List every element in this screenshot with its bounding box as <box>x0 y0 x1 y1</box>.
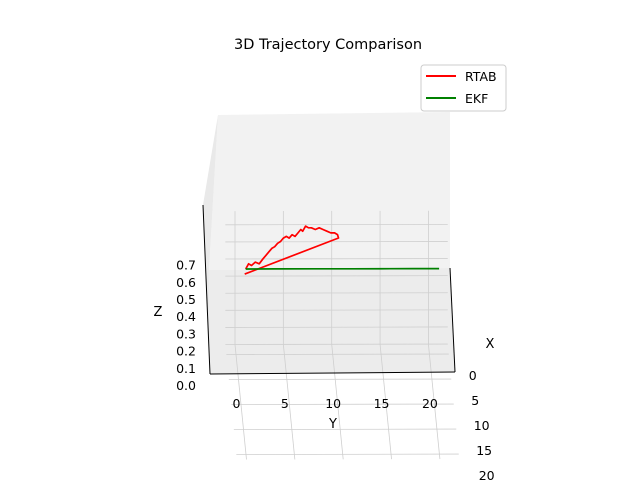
z-tick-label-2: 0.2 <box>176 344 196 359</box>
legend-label-rtab: RTAB <box>465 69 497 84</box>
z-tick-label-6: 0.6 <box>176 275 196 290</box>
y-axis-line <box>209 371 456 375</box>
z-axis-line <box>202 204 211 375</box>
x-tick-label-4: 20 <box>479 468 495 480</box>
grid-line-y-floor-2 <box>331 344 344 460</box>
z-tick-label-4: 0.4 <box>176 309 196 324</box>
z-tick-label-1: 0.1 <box>176 361 196 376</box>
z-axis-label: Z <box>154 305 163 320</box>
grid-line-y-floor-1 <box>282 344 296 460</box>
y-tick-label-3: 15 <box>374 396 390 411</box>
x-tick-label-3: 15 <box>476 443 492 458</box>
legend: RTAB EKF <box>420 64 507 112</box>
x-tick-label-1: 5 <box>471 393 479 408</box>
x-tick-label-2: 10 <box>474 418 490 433</box>
legend-label-ekf: EKF <box>465 91 488 106</box>
x-axis-label: X <box>486 337 495 352</box>
tick-labels: 0 5 10 15 20 0 5 10 15 20 0.0 0.1 0.2 0.3 0.4 0.5 0.6 0.7 <box>176 258 495 480</box>
z-tick-label-0: 0.0 <box>176 378 196 393</box>
back-pane <box>209 112 450 270</box>
y-tick-label-4: 20 <box>422 396 438 411</box>
axis-edges <box>202 204 456 375</box>
x-tick-label-0: 0 <box>469 368 477 383</box>
y-axis-label: Y <box>328 417 337 432</box>
z-tick-label-7: 0.7 <box>176 258 196 273</box>
chart-title: 3D Trajectory Comparison <box>234 37 422 53</box>
series-group <box>244 225 440 275</box>
x-axis-line <box>449 267 456 373</box>
y-tick-label-1: 5 <box>281 396 289 411</box>
grid-line-y-floor-0 <box>234 344 247 460</box>
grid-line-y-floor-4 <box>428 344 441 460</box>
y-tick-label-0: 0 <box>233 396 241 411</box>
z-tick-label-3: 0.3 <box>176 326 196 341</box>
series-line-rtab <box>244 225 340 275</box>
axes-panes <box>203 112 455 374</box>
z-tick-label-5: 0.5 <box>176 292 196 307</box>
grid-lines <box>225 210 459 460</box>
grid-line-y-floor-3 <box>379 344 392 460</box>
side-pane <box>203 115 218 374</box>
y-tick-label-2: 10 <box>325 396 341 411</box>
